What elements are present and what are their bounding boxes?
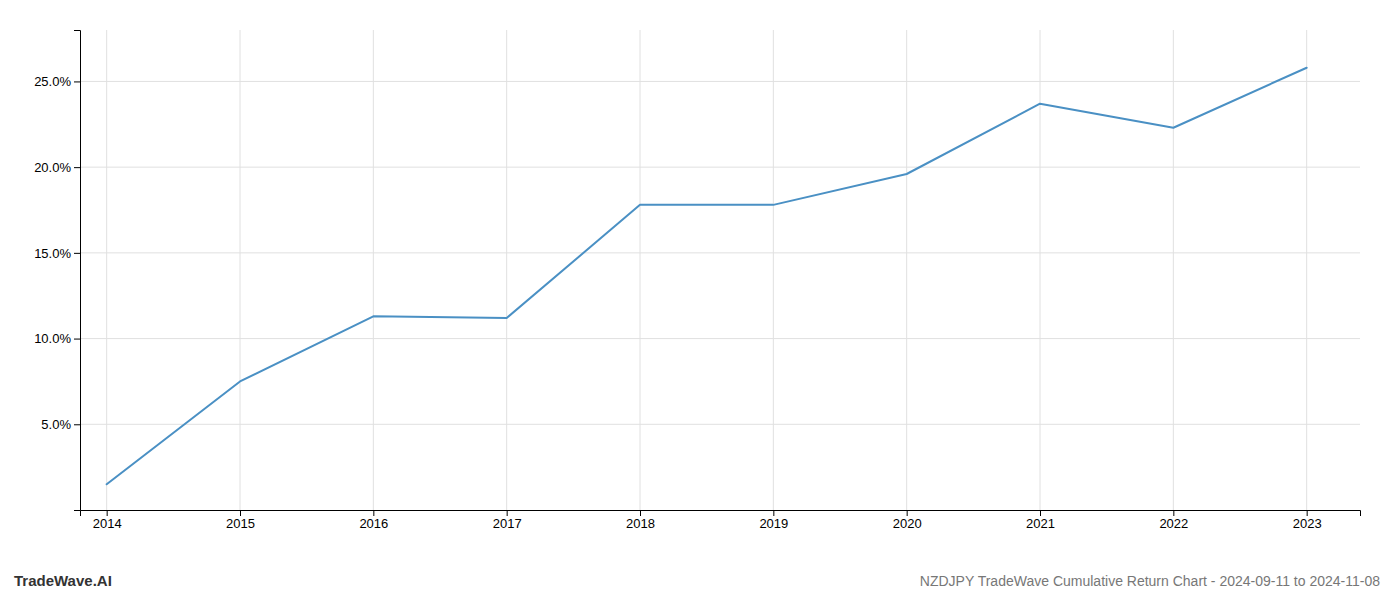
y-axis: 5.0% 10.0% 15.0% 20.0% 25.0% [34, 31, 80, 511]
tick: 2017 [493, 510, 522, 531]
title: NZDJPY TradeWave Cumulative Return Chart… [920, 573, 1380, 589]
tick-label: 2023 [1293, 516, 1322, 531]
plot-area: 2014 2015 2016 2017 2018 2019 2020 2021 2022 2023… [34, 30, 1360, 531]
marks [107, 68, 1307, 485]
tick: 15.0% [34, 246, 80, 261]
tick: 2018 [626, 510, 655, 531]
tick-label: 2021 [1026, 516, 1055, 531]
tick-label: 5.0% [41, 417, 71, 432]
axis-line [74, 31, 81, 511]
tick-label: 10.0% [34, 331, 71, 346]
tick: 2019 [759, 510, 788, 531]
tick: 10.0% [34, 331, 80, 346]
tick-label: 20.0% [34, 160, 71, 175]
grid-line-y [80, 424, 1360, 425]
grid-line-y [80, 81, 1360, 82]
tick: 2021 [1026, 510, 1055, 531]
grid [80, 30, 1360, 510]
tick-mark [1307, 510, 1308, 516]
grid-line-x [906, 30, 907, 510]
tick: 2015 [226, 510, 255, 531]
grid-line-x [1306, 30, 1307, 510]
tick-mark [773, 510, 774, 516]
tick-mark [74, 339, 80, 340]
tick-mark [74, 424, 80, 425]
grid-line-x [506, 30, 507, 510]
tick-mark [907, 510, 908, 516]
tick: 25.0% [34, 74, 80, 89]
tick-mark [74, 253, 80, 254]
tick-mark [507, 510, 508, 516]
tick-label: 2016 [359, 516, 388, 531]
tick: 5.0% [41, 417, 80, 432]
tick-mark [74, 167, 80, 168]
tick-label: 25.0% [34, 74, 71, 89]
chart-container: 2014 2015 2016 2017 2018 2019 2020 2021 2022 2023… [0, 0, 1400, 600]
grid-line-x [773, 30, 774, 510]
axis-line [81, 511, 1361, 517]
tick-label: 2018 [626, 516, 655, 531]
x-axis: 2014 2015 2016 2017 2018 2019 2020 2021 2022 2023 [81, 510, 1361, 531]
tick: 2022 [1159, 510, 1188, 531]
tick-mark [74, 81, 80, 82]
tick: 2016 [359, 510, 388, 531]
tick-mark [373, 510, 374, 516]
tick-label: 15.0% [34, 246, 71, 261]
grid-line-x [106, 30, 107, 510]
grid-line-y [80, 252, 1360, 253]
tick-label: 2017 [493, 516, 522, 531]
tick: 20.0% [34, 160, 80, 175]
grid-line-x [640, 30, 641, 510]
grid-line-y [80, 338, 1360, 339]
tick: 2014 [93, 510, 122, 531]
grid-line-x [240, 30, 241, 510]
tick-label: 2019 [759, 516, 788, 531]
tick-label: 2020 [893, 516, 922, 531]
watermark: TradeWave.AI [14, 572, 112, 589]
grid-line-x [1173, 30, 1174, 510]
grid-line-y [80, 167, 1360, 168]
tick-label: 2014 [93, 516, 122, 531]
tick-label: 2022 [1159, 516, 1188, 531]
tick-label: 2015 [226, 516, 255, 531]
tick-mark [240, 510, 241, 516]
tick-mark [107, 510, 108, 516]
tick-mark [1173, 510, 1174, 516]
tick-mark [1040, 510, 1041, 516]
tick-mark [640, 510, 641, 516]
chart-svg: 2014 2015 2016 2017 2018 2019 2020 2021 2022 2023… [0, 0, 1400, 600]
tick: 2023 [1293, 510, 1322, 531]
tick: 2020 [893, 510, 922, 531]
grid-line-x [373, 30, 374, 510]
line [107, 68, 1307, 485]
grid-line-x [1040, 30, 1041, 510]
